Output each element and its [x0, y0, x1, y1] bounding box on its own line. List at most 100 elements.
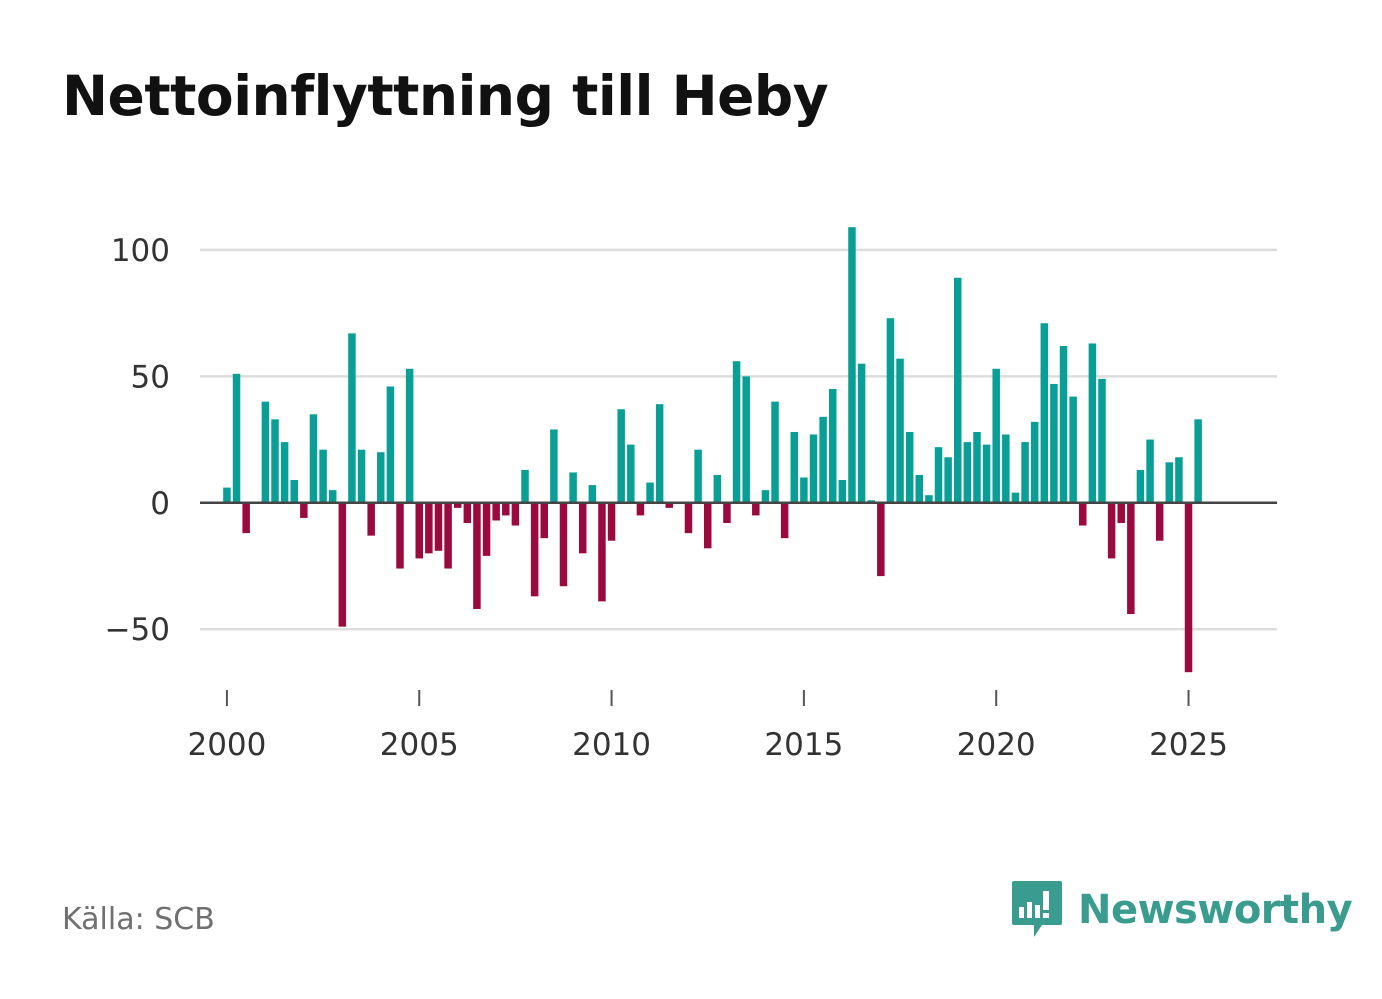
- bar: [1184, 502, 1193, 673]
- bars: [223, 227, 1202, 673]
- bar: [377, 452, 385, 503]
- bar: [1088, 343, 1097, 503]
- brand-name: Newsworthy: [1078, 887, 1353, 933]
- bar: [569, 472, 577, 503]
- bar: [1127, 502, 1135, 615]
- bar: [396, 502, 404, 569]
- bar: [636, 502, 645, 516]
- bar: [1002, 434, 1010, 503]
- bar: [915, 474, 924, 503]
- bar: [309, 414, 318, 503]
- bar: [578, 502, 587, 554]
- bar: [232, 373, 241, 503]
- bar: [982, 444, 991, 503]
- bar: [703, 502, 712, 549]
- newsworthy-logo-icon: [1012, 881, 1062, 937]
- bar: [357, 449, 366, 503]
- bar: [1098, 378, 1106, 503]
- bar: [386, 386, 395, 503]
- bar: [1040, 323, 1049, 503]
- bar: [1069, 396, 1077, 503]
- bar: [463, 502, 472, 524]
- bar: [963, 442, 972, 503]
- bar: [453, 502, 462, 508]
- bar: [713, 474, 722, 503]
- y-axis-ticks: −50 0 50 100: [105, 233, 170, 648]
- bar: [723, 502, 731, 524]
- bar: [425, 502, 433, 554]
- bar: [1079, 502, 1087, 526]
- x-tick-label: 2000: [187, 727, 266, 763]
- bar: [896, 358, 904, 503]
- bar: [319, 449, 327, 503]
- bar: [732, 361, 741, 503]
- bar: [1194, 419, 1202, 503]
- bar: [646, 482, 654, 503]
- bar: [261, 401, 270, 503]
- bar: [752, 502, 760, 516]
- bar: [1155, 502, 1164, 541]
- bar: [925, 495, 933, 503]
- bar: [1030, 421, 1039, 503]
- x-tick-label: 2015: [764, 727, 843, 763]
- bar: [559, 502, 568, 587]
- chart-title: Nettoinflyttning till Heby: [62, 64, 829, 128]
- bar: [848, 227, 856, 503]
- bar: [415, 502, 423, 559]
- bar: [588, 485, 597, 503]
- bar: [502, 502, 510, 516]
- bar: [780, 502, 789, 539]
- bar: [598, 502, 606, 602]
- bar: [857, 363, 866, 503]
- bar: [809, 434, 818, 503]
- bar: [482, 502, 491, 556]
- bar: [934, 447, 943, 503]
- bar: [617, 409, 625, 503]
- bar: [290, 480, 298, 503]
- bar: [905, 431, 914, 503]
- bar: [694, 449, 702, 503]
- x-tick-label: 2025: [1149, 727, 1228, 763]
- bar: [280, 442, 289, 503]
- bar: [348, 333, 356, 503]
- newsworthy-logo: Newsworthy: [1010, 878, 1353, 942]
- bar: [1050, 383, 1058, 503]
- bar: [1175, 457, 1183, 503]
- bar: [771, 401, 779, 503]
- bar: [665, 502, 674, 508]
- bar: [954, 277, 962, 503]
- bar: [434, 502, 443, 551]
- bar: [627, 444, 635, 503]
- bar: [828, 388, 837, 503]
- y-tick-label: 100: [111, 233, 170, 269]
- bar: [242, 502, 250, 534]
- bar: [790, 431, 799, 503]
- bar: [530, 502, 539, 597]
- bar: [742, 376, 750, 503]
- bar: [973, 431, 981, 503]
- bar: [1146, 439, 1154, 503]
- bar: [761, 490, 770, 503]
- bar: [338, 502, 347, 627]
- bar: [300, 502, 308, 518]
- bar: [1059, 346, 1068, 503]
- bar: [1165, 462, 1174, 503]
- x-tick-label: 2005: [380, 727, 459, 763]
- bar: [992, 368, 1000, 503]
- bar: [838, 480, 847, 503]
- bar: [944, 457, 952, 503]
- x-tick-label: 2020: [957, 727, 1036, 763]
- bar: [655, 404, 664, 503]
- bar: [1107, 502, 1116, 559]
- bar: [367, 502, 375, 536]
- bar: [511, 502, 520, 526]
- bar: [405, 368, 414, 503]
- bar: [223, 487, 231, 503]
- bar: [473, 502, 481, 609]
- bar: [1021, 442, 1029, 503]
- y-tick-label: 50: [131, 359, 170, 395]
- bar: [444, 502, 452, 569]
- bar: [540, 502, 549, 539]
- y-tick-label: −50: [105, 612, 170, 648]
